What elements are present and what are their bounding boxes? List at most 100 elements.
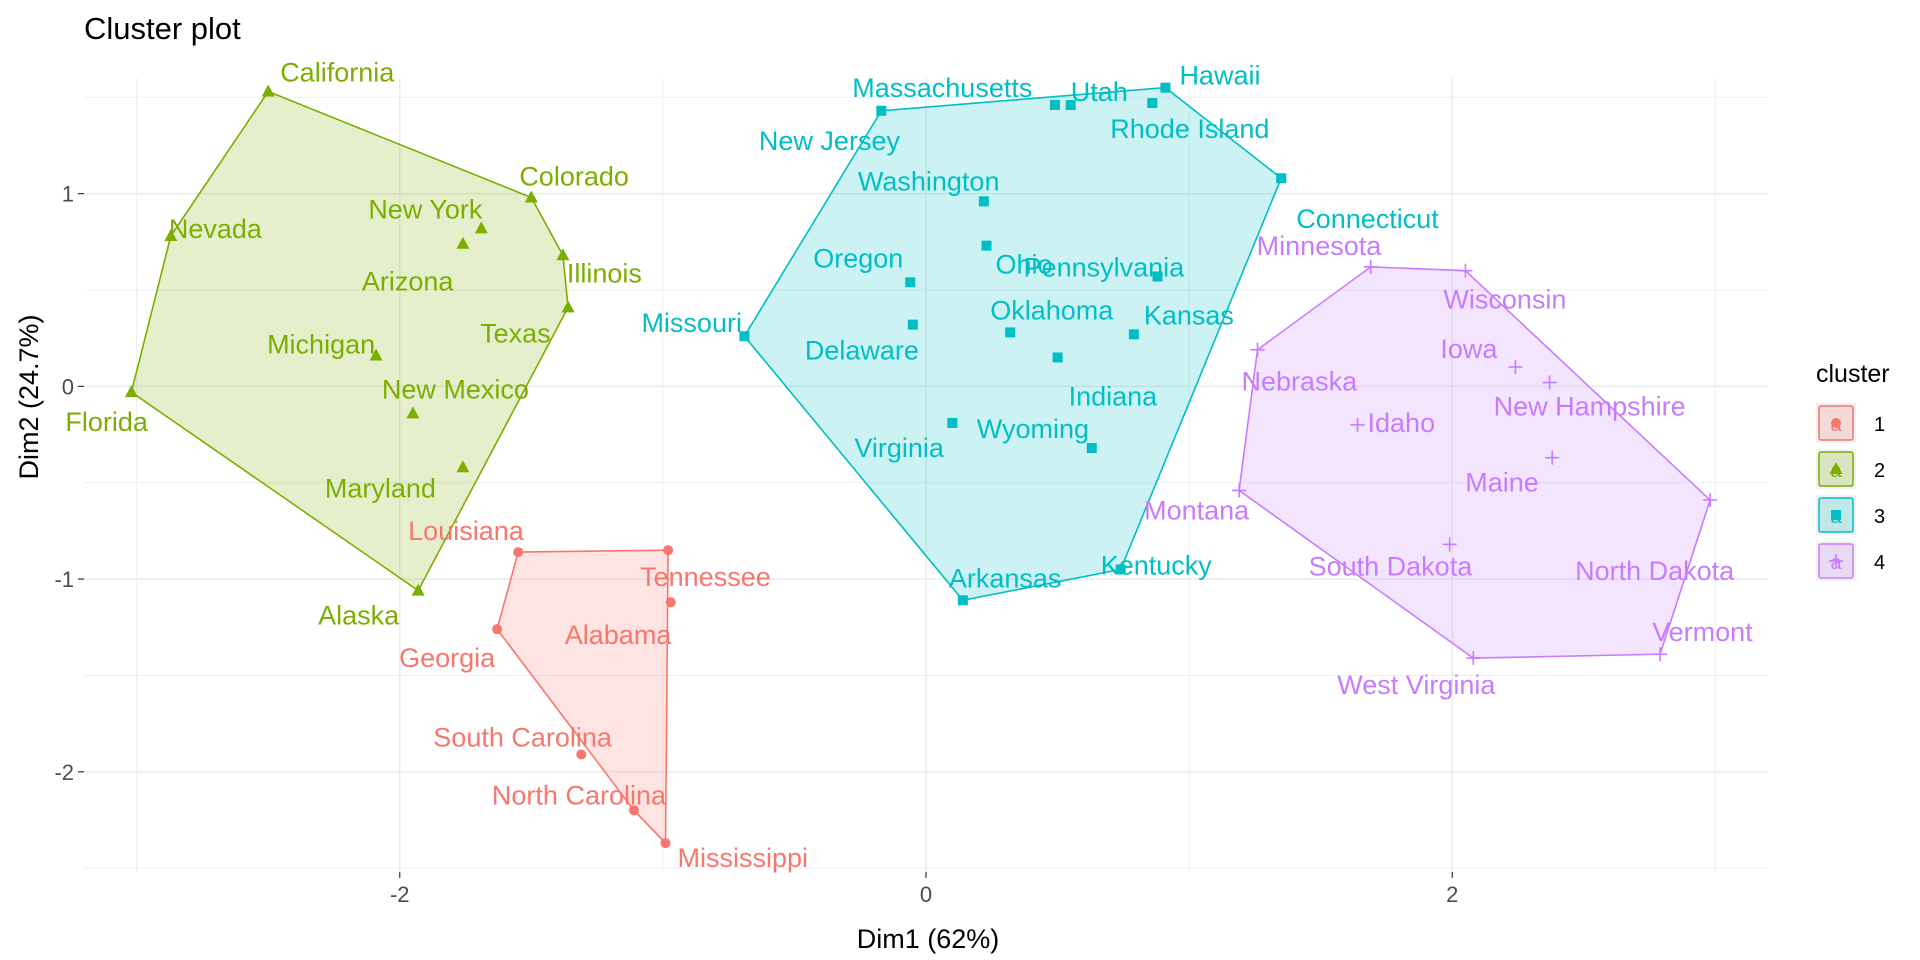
point-georgia — [492, 624, 503, 635]
legend-label-2: 2 — [1874, 460, 1885, 482]
label-idaho: Idaho — [1368, 408, 1436, 438]
point-michigan — [369, 348, 383, 361]
label-hawaii: Hawaii — [1179, 61, 1260, 91]
x-tick-label: 2 — [1446, 882, 1458, 907]
cluster-4-hull — [1238, 266, 1712, 659]
label-minnesota: Minnesota — [1257, 231, 1383, 261]
legend: cluster a 1 a 2 a 3 a 4 — [1816, 360, 1890, 581]
legend-key-1: a — [1816, 403, 1856, 443]
point-vermont — [1653, 647, 1668, 662]
label-north-carolina: North Carolina — [492, 780, 667, 810]
point-tennessee — [663, 545, 674, 556]
label-wisconsin: Wisconsin — [1443, 285, 1566, 315]
point-alaska — [411, 583, 425, 596]
label-oklahoma: Oklahoma — [990, 295, 1114, 325]
legend-key-4: a — [1816, 541, 1856, 581]
legend-key-2: a — [1816, 449, 1856, 489]
x-axis-title: Dim1 (62%) — [857, 924, 1000, 954]
legend-glyph: a — [1830, 414, 1842, 436]
label-south-dakota: South Dakota — [1309, 551, 1474, 581]
point-missouri — [739, 331, 750, 342]
point-virginia — [947, 417, 958, 428]
point-montana — [1232, 483, 1247, 498]
legend-label-4: 4 — [1874, 552, 1885, 574]
label-north-dakota: North Dakota — [1575, 556, 1735, 586]
label-arkansas: Arkansas — [949, 563, 1062, 593]
cluster-2-hull — [130, 90, 569, 592]
point-labels: Louisiana Tennessee Alabama Georgia South Ca… — [65, 57, 1753, 873]
label-tennessee: Tennessee — [640, 562, 771, 592]
y-axis-title: Dim2 (24.7%) — [14, 314, 44, 479]
label-iowa: Iowa — [1440, 334, 1498, 364]
label-rhode-island: Rhode Island — [1110, 114, 1269, 144]
y-tick-label: -2 — [54, 760, 74, 785]
point-alabama — [665, 597, 676, 608]
label-pennsylvania: Pennsylvania — [1024, 253, 1186, 283]
x-tick-label: 0 — [920, 882, 932, 907]
point-kentucky — [1115, 564, 1126, 575]
label-maine: Maine — [1465, 468, 1539, 498]
label-new-jersey: New Jersey — [759, 126, 901, 156]
point-maine — [1545, 450, 1560, 465]
label-kentucky: Kentucky — [1101, 550, 1213, 580]
point-new-york — [474, 221, 488, 234]
label-california: California — [280, 57, 395, 87]
grid — [84, 78, 1768, 872]
point-ohio — [981, 240, 992, 251]
point-nebraska — [1250, 342, 1265, 357]
label-west-virginia: West Virginia — [1337, 670, 1496, 700]
point-colorado — [524, 190, 538, 203]
label-alabama: Alabama — [565, 620, 673, 650]
label-vermont: Vermont — [1652, 617, 1753, 647]
label-alaska: Alaska — [318, 601, 400, 631]
label-indiana: Indiana — [1069, 381, 1159, 411]
legend-glyph: a — [1830, 506, 1842, 528]
point-north-dakota — [1703, 493, 1718, 508]
label-arizona: Arizona — [362, 267, 455, 297]
point-mississippi — [660, 838, 671, 849]
label-south-carolina: South Carolina — [433, 722, 613, 752]
point-delaware — [907, 319, 918, 330]
point-arkansas — [957, 595, 968, 606]
legend-label-1: 1 — [1874, 414, 1885, 436]
legend-label-3: 3 — [1874, 506, 1885, 528]
point-hawaii — [1160, 82, 1171, 93]
point-idaho — [1350, 417, 1365, 432]
y-axis-ticks: -2 -1 0 1 — [54, 182, 84, 785]
point-massachusetts — [876, 105, 887, 116]
label-new-hampshire: New Hampshire — [1494, 391, 1686, 421]
point-utah — [1065, 99, 1076, 110]
label-virginia: Virginia — [854, 433, 945, 463]
label-ohio: Ohio — [996, 250, 1053, 280]
point-wyoming — [1086, 443, 1097, 454]
label-oregon: Oregon — [813, 243, 903, 273]
point-kansas — [1128, 329, 1139, 340]
label-washington: Washington — [858, 166, 1000, 196]
point-oregon — [905, 277, 916, 288]
label-nebraska: Nebraska — [1242, 367, 1359, 397]
label-florida: Florida — [65, 407, 149, 437]
point-new-hampshire — [1542, 375, 1557, 390]
label-mississippi: Mississippi — [678, 843, 809, 873]
legend-glyph: a — [1830, 552, 1842, 574]
label-massachusetts: Massachusetts — [852, 73, 1032, 103]
point-maryland — [456, 460, 470, 473]
label-louisiana: Louisiana — [408, 516, 525, 546]
label-new-york: New York — [368, 194, 483, 224]
point-north-carolina — [628, 805, 639, 816]
point-minnesota — [1363, 259, 1378, 274]
chart-title: Cluster plot — [84, 11, 241, 46]
cluster-1-hull — [496, 549, 669, 846]
point-south-dakota — [1442, 537, 1457, 552]
legend-glyph: a — [1830, 460, 1842, 482]
label-texas: Texas — [480, 318, 551, 348]
label-colorado: Colorado — [519, 161, 629, 191]
point-iowa — [1508, 360, 1523, 375]
point-indiana — [1052, 352, 1063, 363]
label-kansas: Kansas — [1144, 300, 1234, 330]
label-new-mexico: New Mexico — [382, 374, 529, 404]
point-west-virginia — [1466, 651, 1481, 666]
point-south-carolina — [576, 749, 587, 760]
point-oklahoma — [1005, 327, 1016, 338]
